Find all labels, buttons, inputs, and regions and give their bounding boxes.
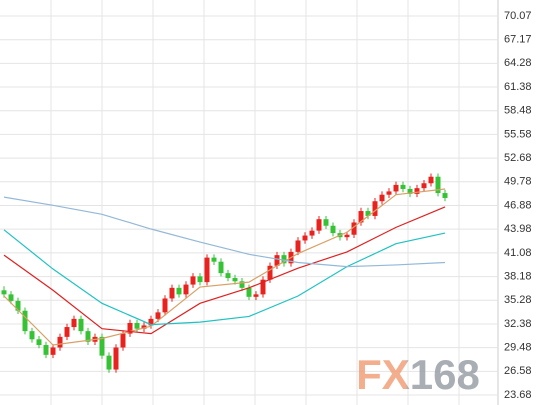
candle-body xyxy=(57,336,63,348)
candle-body xyxy=(435,176,441,194)
y-tick-label: 35.28 xyxy=(504,294,532,306)
candle-body xyxy=(148,318,154,326)
candle-body xyxy=(134,322,140,329)
candle-body xyxy=(302,235,308,241)
moving-average-line xyxy=(3,229,446,326)
candle-body xyxy=(29,331,35,340)
y-tick-label: 49.78 xyxy=(504,176,532,188)
candle-body xyxy=(316,219,322,231)
vertical-grid xyxy=(50,0,460,405)
candle-body xyxy=(197,276,203,283)
candle-body xyxy=(232,278,238,282)
candle-body xyxy=(15,300,21,311)
y-tick-label: 46.88 xyxy=(504,199,532,211)
candle-body xyxy=(85,331,91,342)
y-tick-label: 64.28 xyxy=(504,57,532,69)
y-tick-label: 23.68 xyxy=(504,389,532,401)
candle-body xyxy=(36,339,42,346)
y-tick-label: 38.18 xyxy=(504,270,532,282)
watermark: FX168 xyxy=(356,351,480,398)
candle-body xyxy=(260,279,266,295)
candle-body xyxy=(246,287,252,297)
y-tick-label: 43.98 xyxy=(504,223,532,235)
candle-body xyxy=(442,193,448,198)
candle-body xyxy=(323,219,329,226)
y-tick-label: 67.17 xyxy=(504,34,532,46)
candle-body xyxy=(64,327,70,337)
candle-body xyxy=(120,333,126,348)
candle-body xyxy=(386,191,392,195)
candle-body xyxy=(344,234,350,238)
candle-body xyxy=(71,318,77,328)
candle-body xyxy=(295,240,301,252)
candle-body xyxy=(162,298,168,313)
candle-body xyxy=(1,290,7,295)
candle-body xyxy=(190,276,196,285)
moving-average-line xyxy=(3,206,446,335)
candle-body xyxy=(428,176,434,184)
candle-body xyxy=(127,322,133,334)
y-tick-label: 61.38 xyxy=(504,81,532,93)
y-tick-label: 58.48 xyxy=(504,105,532,117)
candle-body xyxy=(225,273,231,279)
candle-body xyxy=(281,255,287,264)
candle-body xyxy=(407,188,413,194)
moving-average-line xyxy=(3,188,446,346)
candle-body xyxy=(351,222,357,235)
y-tick-label: 52.68 xyxy=(504,152,532,164)
y-tick-label: 29.48 xyxy=(504,342,532,354)
y-tick-label: 26.58 xyxy=(504,365,532,377)
y-tick-label: 55.58 xyxy=(504,128,532,140)
candle-body xyxy=(204,257,210,283)
candle-body xyxy=(274,255,280,266)
moving-average-line xyxy=(3,196,446,268)
candle-body xyxy=(267,265,273,280)
candle-body xyxy=(183,284,189,295)
candle-body xyxy=(176,287,182,295)
candle-body xyxy=(155,312,161,319)
candle-body xyxy=(253,294,259,297)
candle-body xyxy=(211,257,217,262)
candle-body xyxy=(78,318,84,332)
candle-body xyxy=(141,325,147,329)
candle-body xyxy=(309,230,315,236)
candle-body xyxy=(8,294,14,301)
candle-body xyxy=(330,225,336,234)
candle-body xyxy=(50,347,56,355)
candle-body xyxy=(400,184,406,189)
candle-body xyxy=(372,201,378,216)
candle-body xyxy=(169,287,175,299)
candle-body xyxy=(365,211,371,216)
y-tick-label: 41.08 xyxy=(504,247,532,259)
candle-body xyxy=(99,336,105,356)
candle-body xyxy=(218,261,224,274)
candle-body xyxy=(393,184,399,192)
candle-body xyxy=(358,211,364,223)
candle-body xyxy=(113,347,119,370)
candle-body xyxy=(239,281,245,288)
candle-body xyxy=(379,194,385,202)
y-tick-label: 70.07 xyxy=(504,10,532,22)
candle-body xyxy=(106,355,112,370)
candle-body xyxy=(421,183,427,189)
candle-body xyxy=(414,188,420,194)
candle-body xyxy=(43,345,49,355)
candle-body xyxy=(22,310,28,332)
y-tick-label: 32.38 xyxy=(504,318,532,330)
